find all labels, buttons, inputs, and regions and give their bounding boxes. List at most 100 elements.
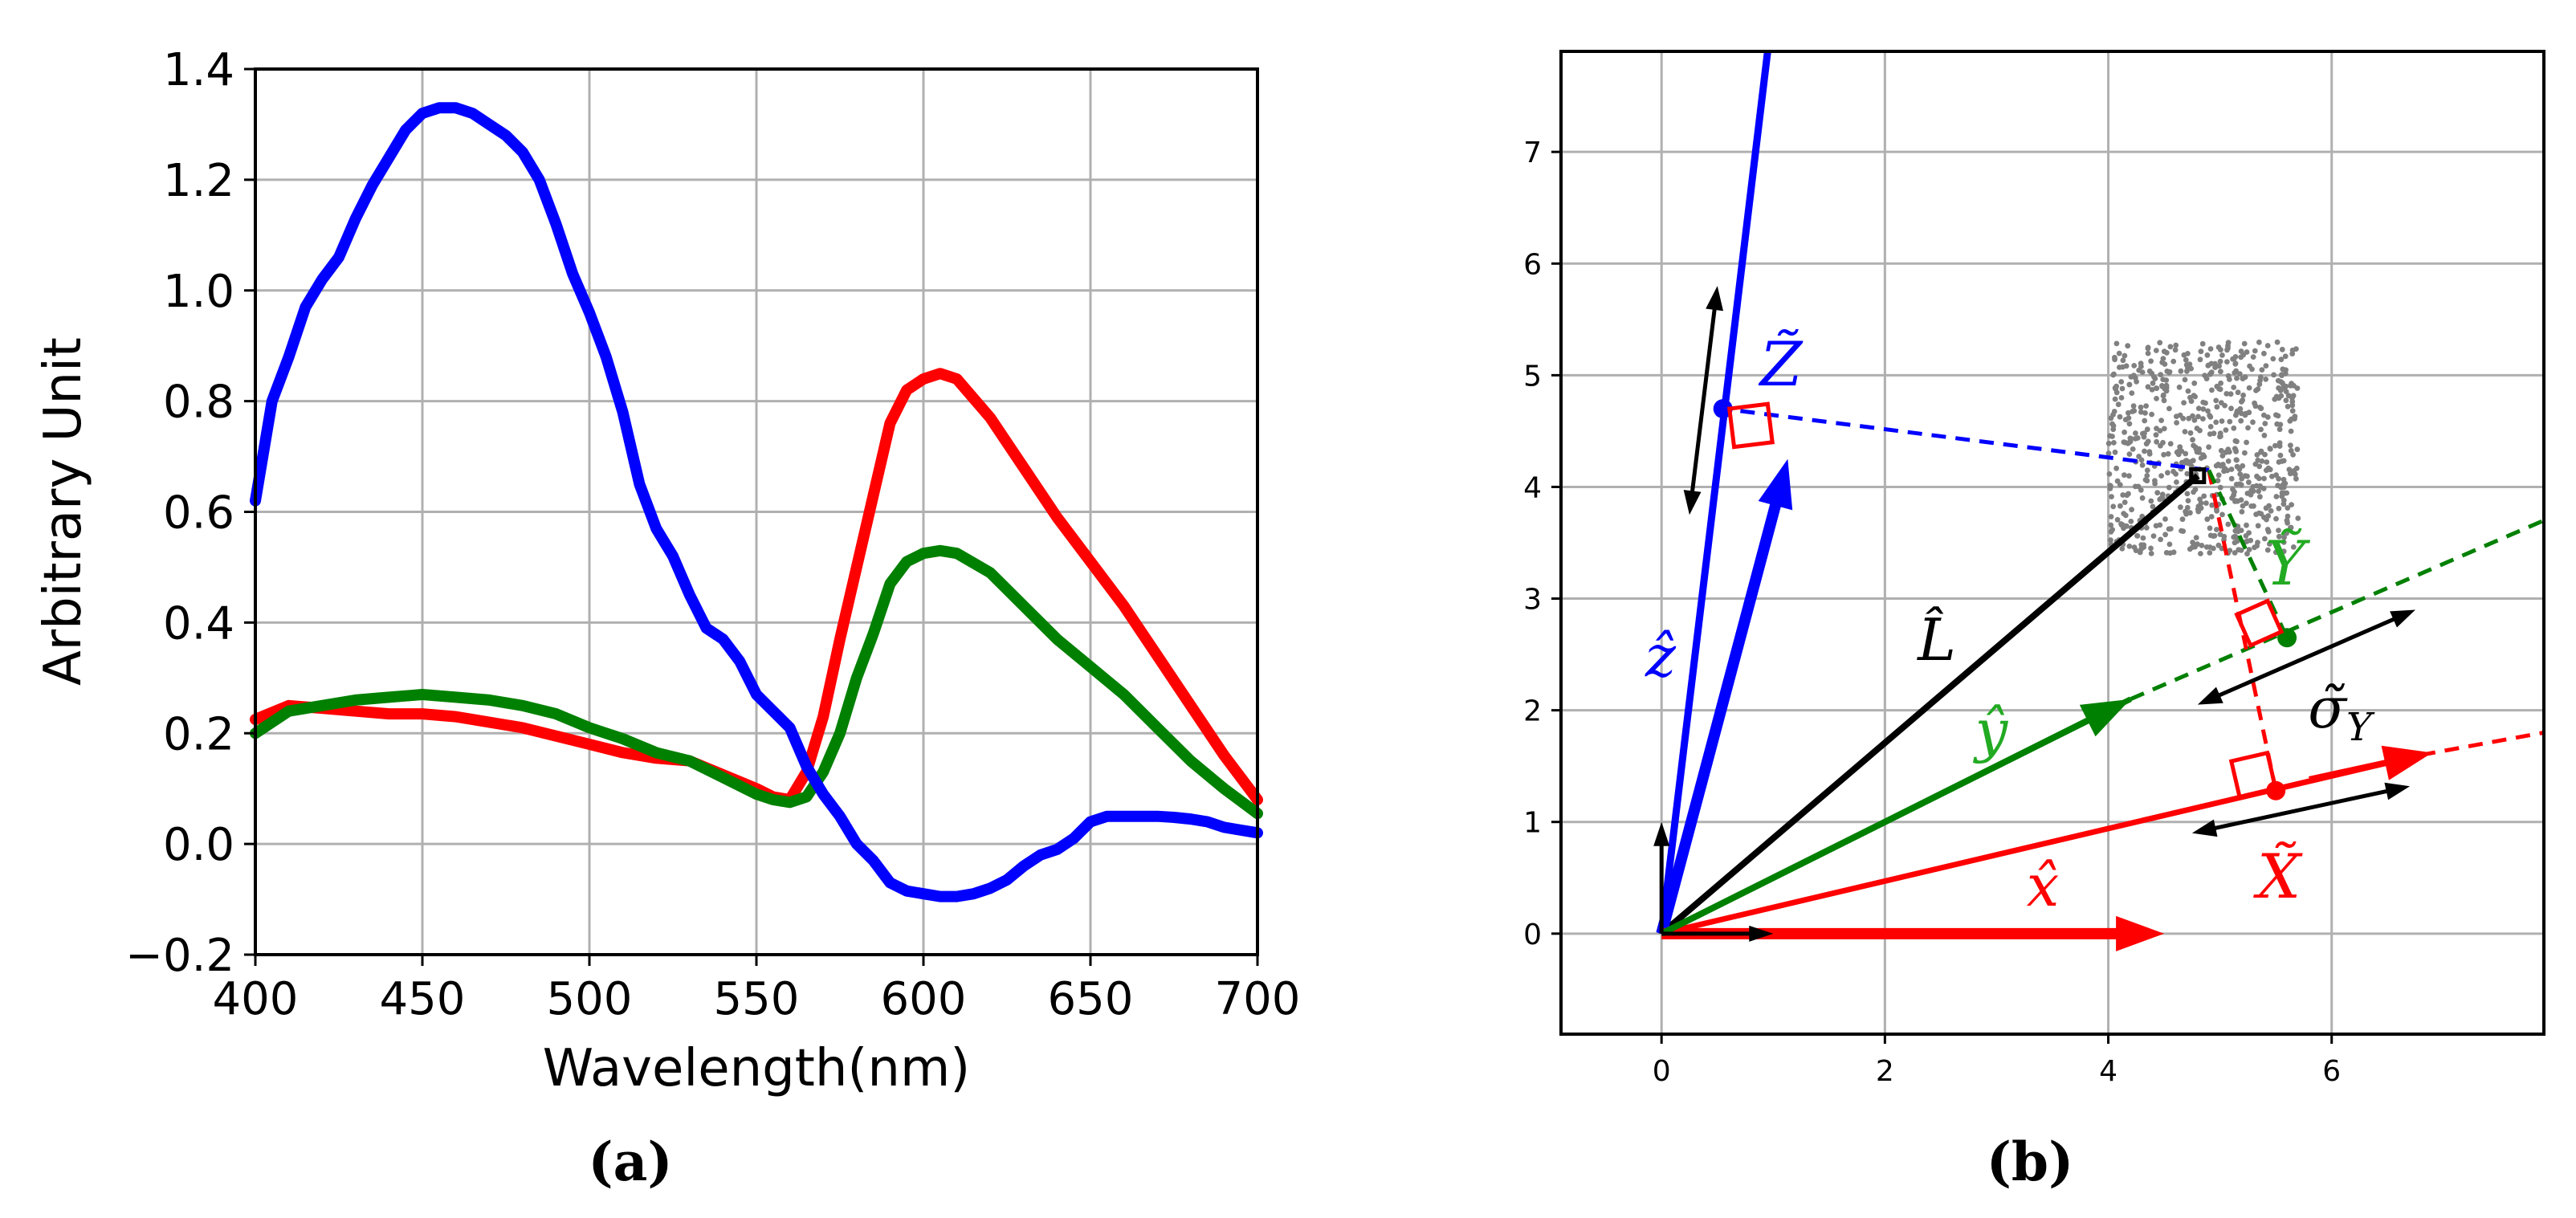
cloud-point bbox=[2257, 405, 2263, 410]
cloud-point bbox=[2231, 425, 2237, 431]
cloud-point bbox=[2145, 438, 2151, 445]
cloud-point bbox=[2190, 458, 2196, 464]
cloud-point bbox=[2201, 493, 2207, 499]
cloud-point bbox=[2284, 530, 2289, 536]
series-line-blue bbox=[250, 102, 1263, 902]
cloud-point bbox=[2213, 397, 2219, 404]
cloud-point bbox=[2121, 439, 2127, 445]
cloud-point bbox=[2139, 513, 2146, 519]
cloud-point bbox=[2218, 462, 2223, 469]
cloud-point bbox=[2254, 452, 2260, 458]
cloud-point bbox=[2188, 398, 2195, 405]
cloud-point bbox=[2261, 475, 2267, 482]
cloud-point bbox=[2262, 451, 2268, 458]
cloud-point bbox=[2240, 462, 2246, 469]
cloud-point bbox=[2275, 483, 2281, 489]
cloud-point bbox=[2165, 450, 2171, 457]
cloud-point bbox=[2232, 540, 2238, 546]
cloud-point bbox=[2110, 503, 2117, 510]
cloud-point bbox=[2140, 535, 2146, 541]
cloud-point bbox=[2219, 453, 2226, 458]
x-tick-label: 0 bbox=[1653, 1055, 1671, 1088]
x-axis-line bbox=[1661, 752, 2422, 937]
cloud-point bbox=[2118, 395, 2125, 401]
cloud-point bbox=[2158, 473, 2165, 479]
panel-a-grid bbox=[254, 67, 1259, 956]
cloud-point bbox=[2207, 532, 2214, 539]
cloud-point bbox=[2252, 403, 2259, 409]
cloud-point bbox=[2112, 449, 2118, 455]
cloud-point bbox=[2126, 451, 2133, 457]
panel-b-ticks: 0 2 4 6 0 1 2 3 4 5 6 7 bbox=[1523, 136, 2341, 1088]
cloud-point bbox=[2259, 367, 2265, 373]
cloud-point bbox=[2208, 514, 2215, 519]
cloud-point bbox=[2122, 472, 2127, 479]
y-tick-label: 7 bbox=[1523, 136, 1542, 169]
cloud-point bbox=[2157, 496, 2163, 503]
cloud-point bbox=[2148, 551, 2154, 556]
cloud-point bbox=[2178, 504, 2183, 511]
cloud-point bbox=[2276, 505, 2282, 511]
cloud-point bbox=[2200, 416, 2206, 422]
cloud-point bbox=[2209, 387, 2215, 393]
panel-a-ylabel: Arbitrary Unit bbox=[34, 337, 93, 686]
cloud-point bbox=[2165, 470, 2170, 476]
cloud-point bbox=[2292, 471, 2298, 478]
cloud-point bbox=[2144, 426, 2150, 433]
cloud-point bbox=[2107, 433, 2113, 439]
panel-b-vectors bbox=[1653, 51, 2544, 951]
cloud-point bbox=[2290, 544, 2297, 550]
y-projection-dash bbox=[2207, 469, 2289, 639]
cloud-point bbox=[2184, 470, 2191, 477]
series-line-green bbox=[250, 544, 1263, 820]
cloud-point bbox=[2124, 492, 2130, 499]
cloud-point bbox=[2126, 421, 2133, 427]
cloud-point bbox=[2288, 428, 2294, 434]
cloud-point bbox=[2198, 348, 2204, 355]
label-y-tilde: Ỹ bbox=[2265, 528, 2311, 599]
cloud-point bbox=[2206, 444, 2212, 450]
cloud-point bbox=[2179, 516, 2186, 523]
cloud-point bbox=[2232, 498, 2239, 504]
cloud-point bbox=[2293, 475, 2299, 482]
cloud-point bbox=[2227, 418, 2233, 425]
cloud-point bbox=[2113, 340, 2120, 347]
cloud-point bbox=[2138, 404, 2144, 410]
cloud-point bbox=[2191, 380, 2198, 386]
cloud-point bbox=[2150, 503, 2156, 510]
cloud-point bbox=[2154, 438, 2160, 445]
cloud-point bbox=[2228, 391, 2234, 397]
cloud-point bbox=[2129, 507, 2135, 513]
cloud-point bbox=[2246, 547, 2252, 552]
cloud-point bbox=[2218, 434, 2223, 439]
cloud-point bbox=[2190, 413, 2195, 419]
cloud-point bbox=[2178, 368, 2184, 374]
y-uncertainty-arrow-head-end bbox=[2390, 609, 2416, 628]
x-tilde-arrow-shaft bbox=[2309, 759, 2391, 783]
x-tick-label: 450 bbox=[380, 973, 466, 1025]
cloud-point bbox=[2228, 466, 2235, 472]
cloud-point bbox=[2294, 385, 2301, 391]
cloud-point bbox=[2138, 487, 2144, 493]
cloud-point bbox=[2272, 540, 2279, 547]
cloud-point bbox=[2288, 442, 2293, 449]
cloud-point bbox=[2154, 385, 2160, 391]
cloud-point bbox=[2218, 369, 2223, 375]
cloud-point bbox=[2227, 548, 2233, 553]
cloud-point bbox=[2112, 396, 2118, 402]
cloud-point bbox=[2273, 494, 2280, 499]
cloud-point bbox=[2233, 448, 2240, 454]
panel-a-ticks: 400 450 500 550 600 650 700 −0.2 0.0 0.2 0.4 0.6 0.8… bbox=[125, 44, 1300, 1025]
cloud-point bbox=[2126, 544, 2133, 549]
cloud-point bbox=[2163, 349, 2170, 356]
cloud-point bbox=[2201, 454, 2207, 460]
cloud-point bbox=[2235, 389, 2241, 396]
cloud-point bbox=[2117, 413, 2123, 420]
cloud-point bbox=[2272, 396, 2278, 402]
cloud-point bbox=[2273, 472, 2280, 479]
x-tick-label: 2 bbox=[1876, 1055, 1894, 1088]
cloud-point bbox=[2190, 437, 2195, 443]
z-projection-dash bbox=[1722, 406, 2210, 473]
y-tick-label: 0.6 bbox=[163, 487, 234, 540]
cloud-point bbox=[2160, 393, 2166, 399]
